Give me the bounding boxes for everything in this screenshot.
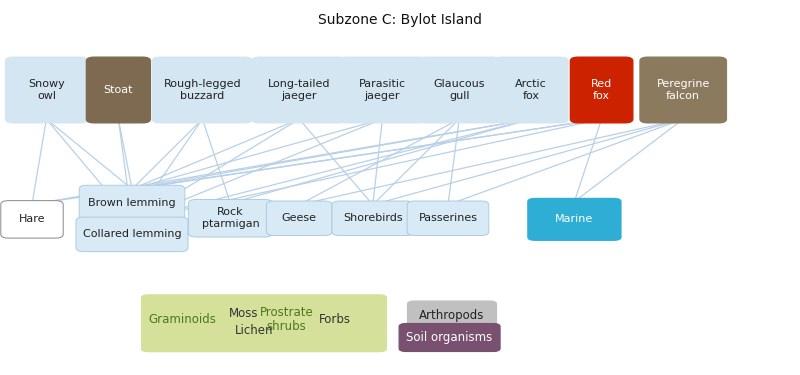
Text: Glaucous
gull: Glaucous gull	[434, 79, 485, 101]
Text: Snowy
owl: Snowy owl	[28, 79, 65, 101]
FancyBboxPatch shape	[152, 57, 253, 123]
Text: Shorebirds: Shorebirds	[343, 213, 402, 223]
Text: Lichen: Lichen	[235, 324, 274, 337]
Text: Arthropods: Arthropods	[419, 309, 485, 321]
Text: Forbs: Forbs	[318, 313, 350, 326]
FancyBboxPatch shape	[1, 201, 63, 238]
Text: Marine: Marine	[555, 214, 594, 224]
FancyBboxPatch shape	[252, 57, 346, 123]
Text: Stoat: Stoat	[104, 85, 133, 95]
Text: Soil organisms: Soil organisms	[406, 331, 493, 344]
Text: Parasitic
jaeger: Parasitic jaeger	[359, 79, 406, 101]
Text: Rock
ptarmigan: Rock ptarmigan	[202, 207, 259, 229]
FancyBboxPatch shape	[407, 301, 496, 329]
FancyBboxPatch shape	[494, 57, 568, 123]
Text: Arctic
fox: Arctic fox	[515, 79, 547, 101]
Text: Geese: Geese	[282, 213, 317, 223]
Text: Prostrate
shrubs: Prostrate shrubs	[259, 306, 314, 333]
FancyBboxPatch shape	[79, 185, 185, 220]
Text: Hare: Hare	[18, 214, 46, 224]
Text: Passerines: Passerines	[418, 213, 478, 223]
FancyBboxPatch shape	[142, 295, 386, 352]
FancyBboxPatch shape	[76, 217, 188, 252]
Text: Red
fox: Red fox	[591, 79, 612, 101]
FancyBboxPatch shape	[86, 57, 150, 123]
FancyBboxPatch shape	[640, 57, 726, 123]
Text: Brown lemming: Brown lemming	[88, 198, 176, 207]
Text: Collared lemming: Collared lemming	[82, 230, 182, 239]
FancyBboxPatch shape	[332, 201, 414, 236]
FancyBboxPatch shape	[570, 57, 633, 123]
FancyBboxPatch shape	[339, 57, 426, 123]
Text: Graminoids: Graminoids	[149, 313, 216, 326]
FancyBboxPatch shape	[407, 201, 489, 236]
FancyBboxPatch shape	[399, 324, 500, 351]
Text: Peregrine
falcon: Peregrine falcon	[657, 79, 710, 101]
FancyBboxPatch shape	[189, 200, 272, 237]
Text: Moss: Moss	[230, 308, 258, 320]
Text: Subzone C: Bylot Island: Subzone C: Bylot Island	[318, 13, 482, 27]
Text: Long-tailed
jaeger: Long-tailed jaeger	[268, 79, 330, 101]
FancyBboxPatch shape	[6, 57, 87, 123]
Text: Rough-legged
buzzard: Rough-legged buzzard	[163, 79, 242, 101]
FancyBboxPatch shape	[527, 198, 622, 241]
FancyBboxPatch shape	[418, 57, 500, 123]
FancyBboxPatch shape	[266, 201, 332, 236]
